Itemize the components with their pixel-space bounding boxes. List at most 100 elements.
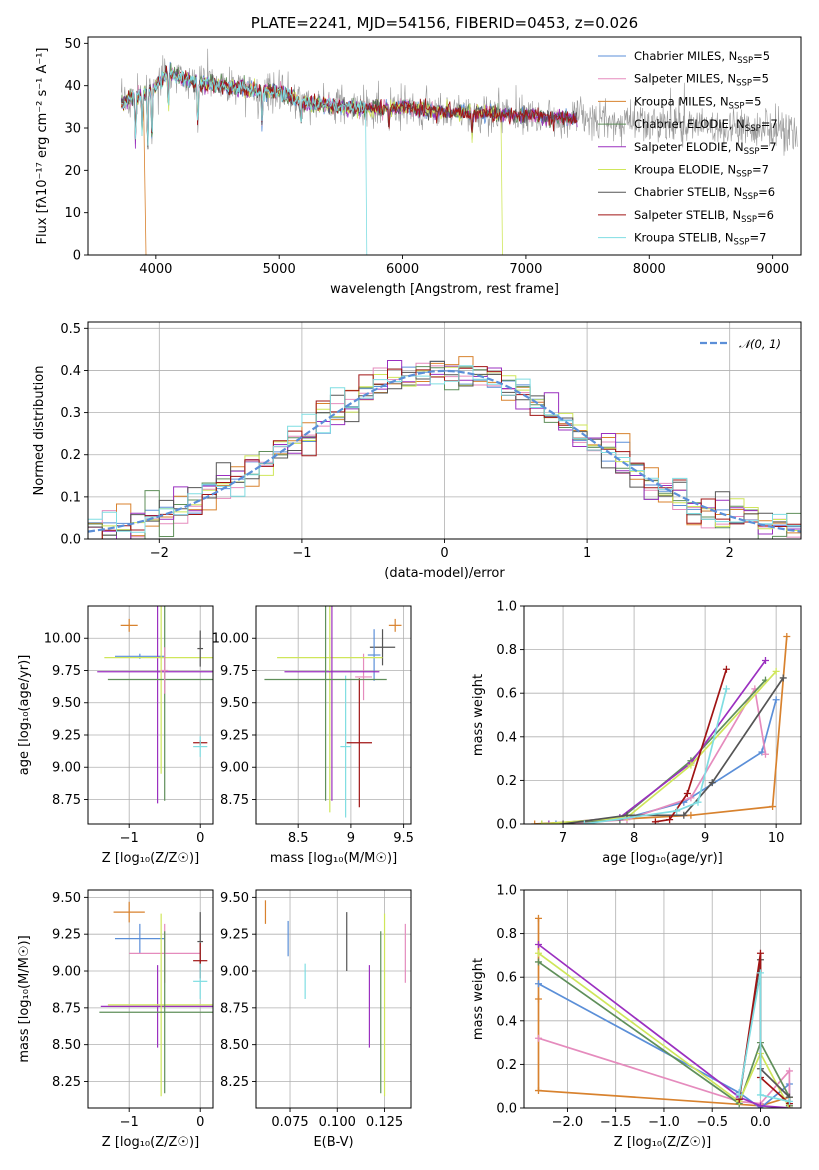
model-line-kroupa_stelib — [121, 68, 368, 255]
x-tick-label: −1.0 — [648, 1115, 680, 1130]
y-tick-label: 0.4 — [60, 364, 81, 379]
legend-entry: Kroupa ELODIE, NSSP=7 — [634, 163, 769, 180]
y-tick-label: 9.25 — [220, 928, 249, 943]
y-tick-label: 0.2 — [496, 1058, 517, 1073]
legend-entry-sub: SSP — [736, 170, 752, 180]
legend-entry-suffix: =7 — [760, 140, 777, 154]
errorbar-point-chabrier_stelib — [197, 630, 204, 667]
chart-mass_vs_EBV: 0.075 0.100 0.125 8.25 8.50 8.75 9.00 9.25 9.50 E… — [220, 889, 412, 1150]
plot-area — [97, 606, 213, 804]
plot-area — [88, 356, 801, 539]
histogram-kroupa_stelib — [88, 365, 801, 539]
weight-marker-salpeter_stelib — [722, 665, 730, 673]
weight-marker-salpeter_miles — [687, 794, 695, 802]
weight-marker-chabrier_miles — [552, 820, 560, 824]
y-tick-label: 0.5 — [60, 322, 81, 337]
plot-area — [264, 606, 402, 818]
x-tick-label: 0.125 — [366, 1115, 403, 1130]
y-axis-label: mass [log₁₀(M/M☉)] — [17, 935, 32, 1062]
errorbar-point-chabrier_miles — [367, 629, 381, 681]
weight-marker-salpeter_elodie — [761, 657, 769, 664]
y-tick-label: 0.8 — [496, 927, 517, 942]
x-axis-label: (data-model)/error — [384, 566, 505, 581]
x-tick-label: −1 — [120, 831, 139, 846]
axes-frame — [523, 605, 802, 825]
y-tick-label: 8.75 — [52, 793, 81, 808]
y-tick-label: 0.0 — [60, 533, 81, 548]
chart-spectrum: 4000 5000 6000 7000 8000 9000 0 10 20 30 40 50 wavel… — [35, 14, 802, 297]
y-tick-label: 10.00 — [44, 632, 81, 647]
weight-marker-kroupa_elodie — [687, 761, 695, 769]
errorbar-point-kroupa_elodie — [104, 606, 213, 774]
plot-area — [120, 48, 798, 255]
x-axis-label: mass [log₁₀(M/M☉)] — [270, 851, 397, 866]
errorbar-point-salpeter_miles — [161, 647, 169, 694]
x-tick-label: 9000 — [756, 262, 789, 277]
x-tick-label: 0 — [196, 1115, 204, 1130]
chart-title: PLATE=2241, MJD=54156, FIBERID=0453, z=0… — [251, 14, 638, 32]
legend-entry-sub: SSP — [742, 192, 758, 202]
y-tick-label: 8.25 — [220, 1075, 249, 1090]
legend-entry-sub: SSP — [729, 101, 745, 111]
legend-entry-name: Kroupa MILES, N — [634, 94, 729, 108]
errorbar-point-kroupa_elodie — [107, 913, 213, 1097]
weight-line-kroupa_stelib — [584, 688, 728, 824]
weight-marker-kroupa_elodie — [772, 667, 780, 675]
chart-weight_vs_age: 7 8 9 10 0.0 0.2 0.4 0.6 0.8 1.0 age [log₁₀(age/yr… — [471, 600, 802, 866]
y-tick-label: 0.6 — [496, 971, 517, 986]
plot-area — [99, 901, 213, 1097]
weight-marker-kroupa_stelib — [694, 798, 702, 806]
y-tick-label: 0.4 — [496, 730, 517, 745]
weight-marker-chabrier_stelib — [779, 674, 787, 682]
chart-weight_vs_Z: −2.0 −1.5 −1.0 −0.5 0.0 0.0 0.2 0.4 0.6 0.8 1.0 Z [… — [471, 884, 802, 1150]
normal-curve — [88, 369, 801, 533]
y-tick-label: 0.6 — [496, 687, 517, 702]
x-tick-label: −1.5 — [600, 1115, 632, 1130]
legend-entry-sub: SSP — [745, 124, 761, 134]
x-tick-label: 7000 — [509, 262, 542, 277]
y-tick-label: 50 — [64, 37, 81, 52]
weight-line-salpeter_stelib — [655, 668, 728, 823]
y-tick-label: 8.75 — [220, 1001, 249, 1016]
legend-entry-sub: SSP — [741, 215, 757, 225]
x-axis-label: Z [log₁₀(Z/Z☉)] — [102, 851, 199, 866]
weight-marker-salpeter_miles — [785, 1067, 793, 1075]
weight-marker-kroupa_miles — [534, 995, 542, 1003]
y-tick-label: 9.00 — [220, 965, 249, 980]
errorbar-point-kroupa_elodie — [277, 606, 383, 813]
legend-entry-suffix: =6 — [757, 208, 774, 222]
x-tick-label: 8000 — [633, 262, 666, 277]
y-tick-label: 9.50 — [52, 696, 81, 711]
weight-line-kroupa_miles — [534, 636, 788, 824]
weight-marker-kroupa_stelib — [756, 969, 764, 977]
axes-frame — [87, 36, 802, 256]
weight-line-salpeter_elodie — [537, 943, 790, 1108]
x-tick-label: 10 — [768, 831, 785, 846]
y-tick-label: 9.25 — [52, 928, 81, 943]
weight-line-chabrier_miles — [555, 699, 777, 824]
errorbar-point-kroupa_miles — [113, 901, 145, 923]
x-tick-label: 9.5 — [393, 831, 414, 846]
legend-entry: Salpeter MILES, NSSP=5 — [634, 72, 769, 89]
x-tick-label: 5000 — [263, 262, 296, 277]
y-axis-label: Flux [fλ10⁻¹⁷ erg cm⁻² s⁻¹ A⁻¹] — [35, 48, 50, 245]
legend-entry-suffix: =7 — [749, 231, 766, 245]
y-tick-label: 10.00 — [212, 632, 249, 647]
weight-marker-chabrier_miles — [534, 980, 542, 988]
x-tick-label: 0.100 — [319, 1115, 356, 1130]
plot-area — [534, 914, 793, 1108]
y-tick-label: 8.25 — [52, 1075, 81, 1090]
y-tick-label: 30 — [64, 122, 81, 137]
legend-entry-name: Chabrier MILES, N — [634, 49, 737, 63]
legend-entry: 𝒩(0, 1) — [739, 337, 781, 351]
x-tick-label: 4000 — [139, 262, 172, 277]
axes-frame — [255, 889, 412, 1109]
weight-marker-kroupa_stelib — [785, 1097, 793, 1105]
weight-marker-salpeter_miles — [761, 750, 769, 758]
legend-entry-suffix: =6 — [758, 185, 775, 199]
y-tick-label: 9.75 — [220, 664, 249, 679]
x-tick-label: 0 — [196, 831, 204, 846]
weight-marker-kroupa_miles — [531, 820, 539, 824]
